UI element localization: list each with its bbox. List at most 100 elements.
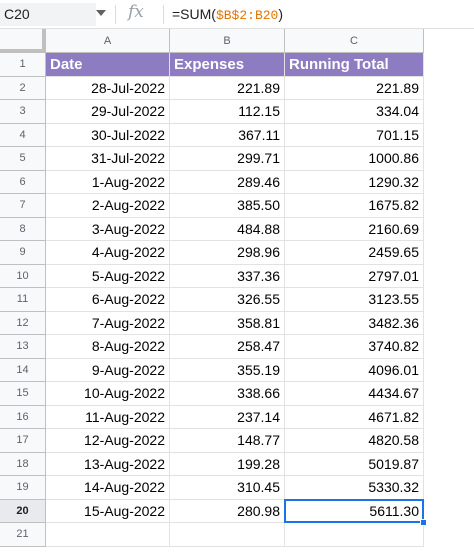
cell-c20[interactable]: 5611.30 xyxy=(285,499,424,523)
row-header-15[interactable]: 15 xyxy=(0,382,46,406)
chevron-down-icon[interactable] xyxy=(96,10,106,16)
cell-c5[interactable]: 1000.86 xyxy=(285,147,424,171)
cell-b15[interactable]: 338.66 xyxy=(170,382,285,406)
cell-b5[interactable]: 299.71 xyxy=(170,147,285,171)
cell-b4[interactable]: 367.11 xyxy=(170,123,285,147)
cell-b9[interactable]: 298.96 xyxy=(170,241,285,265)
cell-a7[interactable]: 2-Aug-2022 xyxy=(46,194,170,218)
cell-c15[interactable]: 4434.67 xyxy=(285,382,424,406)
cell-a19[interactable]: 14-Aug-2022 xyxy=(46,476,170,500)
cell-a17[interactable]: 12-Aug-2022 xyxy=(46,429,170,453)
cell-c18[interactable]: 5019.87 xyxy=(285,452,424,476)
cell-a11[interactable]: 6-Aug-2022 xyxy=(46,288,170,312)
row-header-10[interactable]: 10 xyxy=(0,264,46,288)
cell-a15[interactable]: 10-Aug-2022 xyxy=(46,382,170,406)
name-box-value: C20 xyxy=(4,6,30,22)
cell-b21[interactable] xyxy=(170,523,285,547)
column-header-a[interactable]: A xyxy=(46,29,170,53)
cell-a18[interactable]: 13-Aug-2022 xyxy=(46,452,170,476)
row-header-11[interactable]: 11 xyxy=(0,288,46,312)
row-header-16[interactable]: 16 xyxy=(0,405,46,429)
formula-bar: C20 fx =SUM($B$2:B20) xyxy=(0,0,474,29)
cell-a12[interactable]: 7-Aug-2022 xyxy=(46,311,170,335)
row-header-17[interactable]: 17 xyxy=(0,429,46,453)
name-box[interactable]: C20 xyxy=(0,3,96,26)
cell-a2[interactable]: 28-Jul-2022 xyxy=(46,76,170,100)
cell-a21[interactable] xyxy=(46,523,170,547)
cell-c3[interactable]: 334.04 xyxy=(285,100,424,124)
cell-b2[interactable]: 221.89 xyxy=(170,76,285,100)
row-header-13[interactable]: 13 xyxy=(0,335,46,359)
cell-a10[interactable]: 5-Aug-2022 xyxy=(46,264,170,288)
row-header-2[interactable]: 2 xyxy=(0,76,46,100)
cell-a3[interactable]: 29-Jul-2022 xyxy=(46,100,170,124)
cell-c10[interactable]: 2797.01 xyxy=(285,264,424,288)
cell-c7[interactable]: 1675.82 xyxy=(285,194,424,218)
row-header-20[interactable]: 20 xyxy=(0,499,46,523)
cell-b10[interactable]: 337.36 xyxy=(170,264,285,288)
row-header-3[interactable]: 3 xyxy=(0,100,46,124)
cell-b1[interactable]: Expenses xyxy=(170,53,285,77)
cell-a5[interactable]: 31-Jul-2022 xyxy=(46,147,170,171)
cell-c6[interactable]: 1290.32 xyxy=(285,170,424,194)
cell-c8[interactable]: 2160.69 xyxy=(285,217,424,241)
cell-b13[interactable]: 258.47 xyxy=(170,335,285,359)
cell-c12[interactable]: 3482.36 xyxy=(285,311,424,335)
select-all-corner[interactable] xyxy=(0,29,46,53)
cell-c4[interactable]: 701.15 xyxy=(285,123,424,147)
row-header-1[interactable]: 1 xyxy=(0,53,46,77)
cell-c9[interactable]: 2459.65 xyxy=(285,241,424,265)
row-header-14[interactable]: 14 xyxy=(0,358,46,382)
formula-input[interactable]: =SUM($B$2:B20) xyxy=(172,6,283,23)
cell-b12[interactable]: 358.81 xyxy=(170,311,285,335)
function-icon: fx xyxy=(128,2,144,22)
cell-a9[interactable]: 4-Aug-2022 xyxy=(46,241,170,265)
cell-a16[interactable]: 11-Aug-2022 xyxy=(46,405,170,429)
divider xyxy=(115,5,116,24)
cell-b6[interactable]: 289.46 xyxy=(170,170,285,194)
cell-c21[interactable] xyxy=(285,523,424,547)
cell-a6[interactable]: 1-Aug-2022 xyxy=(46,170,170,194)
cell-a1[interactable]: Date xyxy=(46,53,170,77)
formula-prefix: =SUM( xyxy=(172,6,216,22)
cell-a13[interactable]: 8-Aug-2022 xyxy=(46,335,170,359)
fill-handle[interactable] xyxy=(420,519,427,526)
column-header-b[interactable]: B xyxy=(170,29,285,53)
cell-a20[interactable]: 15-Aug-2022 xyxy=(46,499,170,523)
divider xyxy=(163,5,164,24)
cell-b3[interactable]: 112.15 xyxy=(170,100,285,124)
cell-c2[interactable]: 221.89 xyxy=(285,76,424,100)
cell-c16[interactable]: 4671.82 xyxy=(285,405,424,429)
cell-c1[interactable]: Running Total xyxy=(285,53,424,77)
cell-c13[interactable]: 3740.82 xyxy=(285,335,424,359)
cell-b19[interactable]: 310.45 xyxy=(170,476,285,500)
cell-a14[interactable]: 9-Aug-2022 xyxy=(46,358,170,382)
cell-a8[interactable]: 3-Aug-2022 xyxy=(46,217,170,241)
row-header-8[interactable]: 8 xyxy=(0,217,46,241)
row-header-21[interactable]: 21 xyxy=(0,523,46,547)
formula-range: $B$2:B20 xyxy=(215,8,279,23)
cell-b14[interactable]: 355.19 xyxy=(170,358,285,382)
formula-suffix: ) xyxy=(278,6,284,22)
cell-c11[interactable]: 3123.55 xyxy=(285,288,424,312)
cell-b17[interactable]: 148.77 xyxy=(170,429,285,453)
column-header-c[interactable]: C xyxy=(285,29,424,53)
cell-b18[interactable]: 199.28 xyxy=(170,452,285,476)
row-header-6[interactable]: 6 xyxy=(0,170,46,194)
row-header-19[interactable]: 19 xyxy=(0,476,46,500)
cell-b7[interactable]: 385.50 xyxy=(170,194,285,218)
cell-c14[interactable]: 4096.01 xyxy=(285,358,424,382)
row-header-9[interactable]: 9 xyxy=(0,241,46,265)
row-header-7[interactable]: 7 xyxy=(0,194,46,218)
cell-c19[interactable]: 5330.32 xyxy=(285,476,424,500)
cell-c17[interactable]: 4820.58 xyxy=(285,429,424,453)
row-header-18[interactable]: 18 xyxy=(0,452,46,476)
row-header-4[interactable]: 4 xyxy=(0,123,46,147)
cell-a4[interactable]: 30-Jul-2022 xyxy=(46,123,170,147)
row-header-5[interactable]: 5 xyxy=(0,147,46,171)
cell-b11[interactable]: 326.55 xyxy=(170,288,285,312)
cell-b16[interactable]: 237.14 xyxy=(170,405,285,429)
cell-b20[interactable]: 280.98 xyxy=(170,499,285,523)
cell-b8[interactable]: 484.88 xyxy=(170,217,285,241)
row-header-12[interactable]: 12 xyxy=(0,311,46,335)
